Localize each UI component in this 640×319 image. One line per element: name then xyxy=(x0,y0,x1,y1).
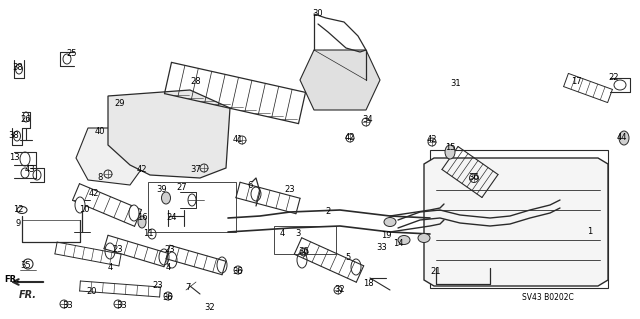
Text: 5: 5 xyxy=(346,254,351,263)
Ellipse shape xyxy=(398,235,410,244)
Text: 38: 38 xyxy=(8,131,19,140)
Polygon shape xyxy=(108,90,230,178)
Text: 16: 16 xyxy=(137,213,147,222)
Text: 23: 23 xyxy=(113,246,124,255)
Text: 26: 26 xyxy=(20,115,31,124)
Ellipse shape xyxy=(161,192,170,204)
Text: 42: 42 xyxy=(137,166,147,174)
Text: 23: 23 xyxy=(153,281,163,291)
Text: 4: 4 xyxy=(108,263,113,272)
Bar xyxy=(430,150,608,288)
Text: 42: 42 xyxy=(427,136,437,145)
Text: 11: 11 xyxy=(143,229,153,239)
Text: 14: 14 xyxy=(393,240,403,249)
Text: 12: 12 xyxy=(13,205,23,214)
Text: 4: 4 xyxy=(280,229,285,239)
Text: 10: 10 xyxy=(79,205,89,214)
Text: 33: 33 xyxy=(376,243,387,253)
Text: 32: 32 xyxy=(205,303,215,313)
Ellipse shape xyxy=(619,131,629,145)
Text: 33: 33 xyxy=(63,300,74,309)
Text: FR.: FR. xyxy=(4,276,20,285)
Text: 15: 15 xyxy=(445,144,455,152)
Text: 40: 40 xyxy=(95,128,105,137)
Text: 7: 7 xyxy=(186,284,191,293)
Text: 36: 36 xyxy=(163,293,173,302)
Text: 31: 31 xyxy=(451,79,461,88)
Text: 29: 29 xyxy=(115,100,125,108)
Text: SV43 B0202C: SV43 B0202C xyxy=(522,293,574,302)
Text: 17: 17 xyxy=(571,78,581,86)
Text: FR.: FR. xyxy=(19,290,37,300)
Text: 20: 20 xyxy=(87,287,97,296)
Text: 8: 8 xyxy=(97,174,102,182)
Text: 23: 23 xyxy=(164,246,175,255)
Text: 13: 13 xyxy=(9,153,19,162)
Text: 36: 36 xyxy=(299,248,309,256)
Text: 32: 32 xyxy=(335,286,346,294)
Text: 18: 18 xyxy=(363,279,373,288)
Polygon shape xyxy=(300,50,380,110)
Text: 23: 23 xyxy=(285,186,295,195)
Text: 44: 44 xyxy=(617,133,627,143)
Text: 30: 30 xyxy=(313,10,323,19)
Text: 33: 33 xyxy=(116,300,127,309)
Polygon shape xyxy=(424,158,608,286)
Text: 22: 22 xyxy=(609,73,620,83)
Text: 36: 36 xyxy=(232,268,243,277)
Text: 42: 42 xyxy=(89,189,99,198)
Text: 21: 21 xyxy=(431,268,441,277)
Text: 42: 42 xyxy=(345,133,355,143)
Text: 27: 27 xyxy=(177,183,188,192)
Text: 25: 25 xyxy=(67,49,77,58)
Bar xyxy=(274,226,336,254)
Text: 37: 37 xyxy=(191,166,202,174)
Text: 24: 24 xyxy=(167,213,177,222)
Text: 28: 28 xyxy=(191,78,202,86)
Ellipse shape xyxy=(129,205,139,221)
Text: 4: 4 xyxy=(165,263,171,272)
Ellipse shape xyxy=(138,216,146,228)
Text: 38: 38 xyxy=(13,63,24,72)
Ellipse shape xyxy=(445,145,455,159)
Text: 19: 19 xyxy=(381,232,391,241)
Text: 39: 39 xyxy=(157,186,167,195)
Ellipse shape xyxy=(75,197,85,213)
Polygon shape xyxy=(76,128,148,185)
Text: 35: 35 xyxy=(20,261,31,270)
Text: 43: 43 xyxy=(25,166,35,174)
Ellipse shape xyxy=(418,234,430,242)
Text: 36: 36 xyxy=(468,174,479,182)
Text: 34: 34 xyxy=(363,115,373,124)
Text: 3: 3 xyxy=(295,229,301,239)
Bar xyxy=(148,182,236,232)
Text: 1: 1 xyxy=(588,227,593,236)
Ellipse shape xyxy=(384,218,396,226)
Text: 6: 6 xyxy=(247,182,253,190)
Text: 9: 9 xyxy=(15,219,20,228)
Text: 41: 41 xyxy=(233,136,243,145)
Text: 2: 2 xyxy=(325,207,331,217)
